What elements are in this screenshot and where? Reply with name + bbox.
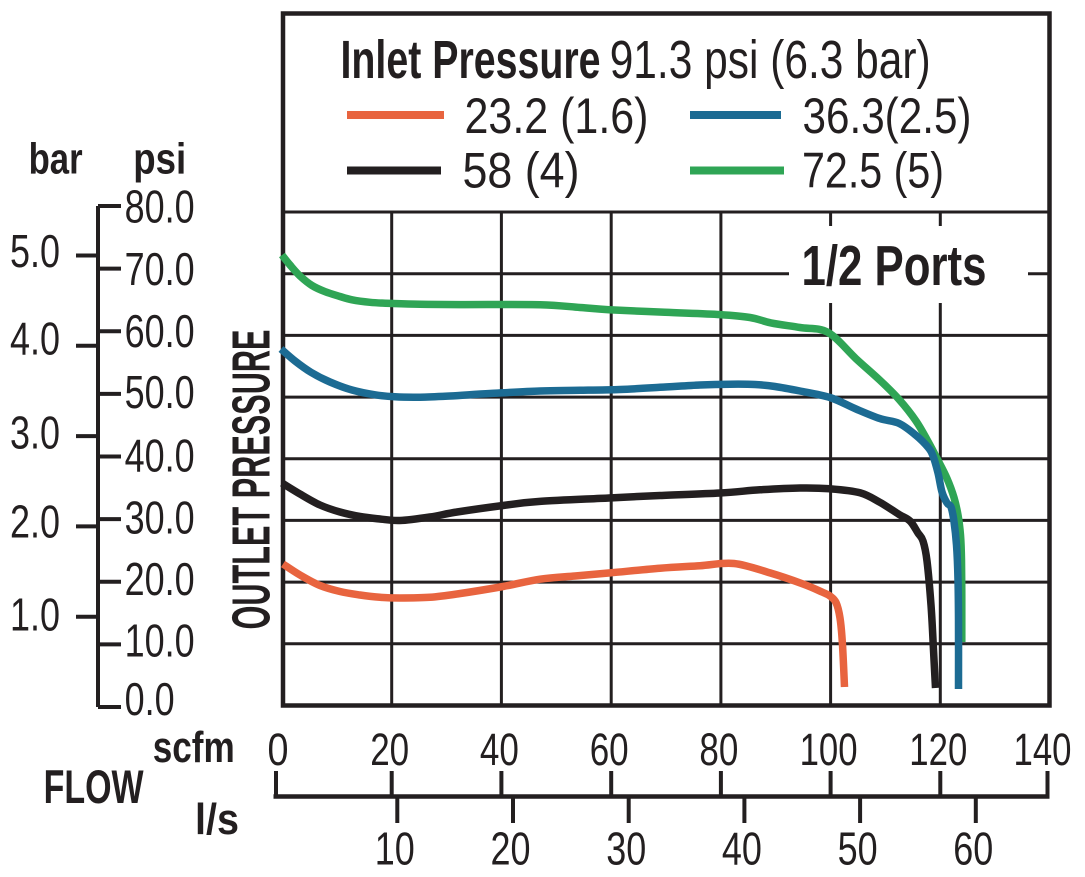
svg-text:OUTLET PRESSURE: OUTLET PRESSURE bbox=[222, 330, 282, 630]
svg-text:10.0: 10.0 bbox=[125, 614, 195, 666]
svg-text:30.0: 30.0 bbox=[125, 491, 195, 543]
svg-text:0.0: 0.0 bbox=[125, 673, 175, 725]
svg-text:30: 30 bbox=[606, 823, 646, 875]
svg-text:20.0: 20.0 bbox=[125, 553, 195, 605]
svg-text:72.5 (5): 72.5 (5) bbox=[802, 143, 944, 199]
svg-text:10: 10 bbox=[375, 823, 415, 875]
svg-text:Inlet Pressure: Inlet Pressure bbox=[341, 30, 601, 90]
svg-text:40.0: 40.0 bbox=[125, 429, 195, 481]
svg-text:bar: bar bbox=[29, 134, 83, 183]
svg-text:l/s: l/s bbox=[195, 795, 239, 844]
svg-text:140: 140 bbox=[1014, 724, 1072, 775]
svg-text:psi: psi bbox=[133, 134, 186, 183]
svg-text:40: 40 bbox=[480, 724, 519, 775]
svg-text:58 (4): 58 (4) bbox=[463, 143, 580, 199]
svg-text:scfm: scfm bbox=[153, 723, 235, 772]
svg-text:50.0: 50.0 bbox=[125, 366, 195, 418]
svg-text:120: 120 bbox=[909, 724, 967, 775]
svg-text:20: 20 bbox=[491, 823, 531, 875]
svg-text:2.0: 2.0 bbox=[10, 495, 60, 547]
svg-text:5.0: 5.0 bbox=[10, 225, 60, 277]
svg-text:FLOW: FLOW bbox=[44, 760, 144, 813]
svg-text:60: 60 bbox=[590, 724, 629, 775]
svg-text:91.3 psi (6.3 bar): 91.3 psi (6.3 bar) bbox=[610, 30, 931, 90]
svg-text:36.3(2.5): 36.3(2.5) bbox=[803, 88, 972, 144]
svg-text:50: 50 bbox=[838, 823, 878, 875]
svg-text:1/2 Ports: 1/2 Ports bbox=[802, 234, 987, 298]
svg-text:100: 100 bbox=[800, 724, 858, 775]
svg-text:1.0: 1.0 bbox=[10, 589, 60, 641]
svg-text:4.0: 4.0 bbox=[10, 313, 60, 365]
svg-text:20: 20 bbox=[370, 724, 409, 775]
svg-text:60: 60 bbox=[953, 823, 993, 875]
svg-text:60.0: 60.0 bbox=[125, 305, 195, 357]
svg-text:70.0: 70.0 bbox=[125, 243, 195, 295]
svg-text:3.0: 3.0 bbox=[10, 406, 60, 458]
svg-text:23.2 (1.6): 23.2 (1.6) bbox=[465, 88, 649, 144]
svg-text:40: 40 bbox=[722, 823, 762, 875]
svg-text:0: 0 bbox=[268, 724, 289, 775]
svg-text:80: 80 bbox=[699, 724, 738, 775]
svg-text:80.0: 80.0 bbox=[125, 181, 195, 233]
